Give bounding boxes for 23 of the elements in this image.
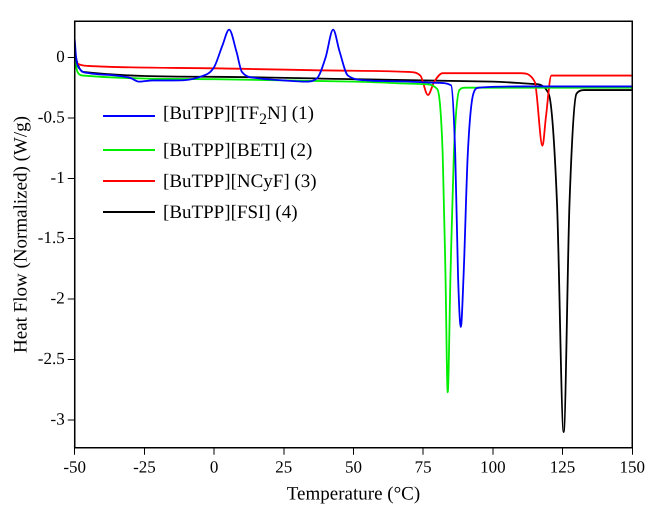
x-tick-label: -25 bbox=[133, 457, 156, 476]
x-tick-label: -50 bbox=[63, 457, 86, 476]
y-tick-label: -1 bbox=[50, 168, 65, 187]
y-tick-label: -2 bbox=[50, 288, 65, 308]
x-tick-label: 100 bbox=[480, 457, 506, 476]
x-tick-label: 125 bbox=[550, 457, 576, 476]
x-tick-label: 25 bbox=[275, 457, 292, 476]
y-tick-label: 0 bbox=[56, 46, 65, 66]
y-axis-title: Heat Flow (Normalized) (W/g) bbox=[10, 116, 32, 353]
x-tick-label: 75 bbox=[414, 457, 432, 476]
x-tick-label: 0 bbox=[210, 457, 218, 476]
line-series bbox=[74, 28, 632, 328]
x-tick-label: 50 bbox=[344, 457, 362, 476]
y-tick-label: -1.5 bbox=[38, 228, 65, 248]
y-tick-label: -2.5 bbox=[38, 349, 65, 368]
legend-label: [BuTPP][NCyF] (3) bbox=[163, 170, 317, 194]
legend-label: [BuTPP][BETI] (2) bbox=[163, 138, 312, 163]
y-tick-label: -0.5 bbox=[38, 107, 65, 126]
y-tick-label: -3 bbox=[50, 409, 65, 428]
legend-label: [BuTPP][TF$_{2}$N] (1) bbox=[163, 102, 314, 130]
x-axis-title: Temperature (°C) bbox=[286, 484, 420, 505]
legend-label: [BuTPP][FSI] (4) bbox=[163, 200, 298, 225]
x-tick-label: 150 bbox=[620, 457, 645, 476]
